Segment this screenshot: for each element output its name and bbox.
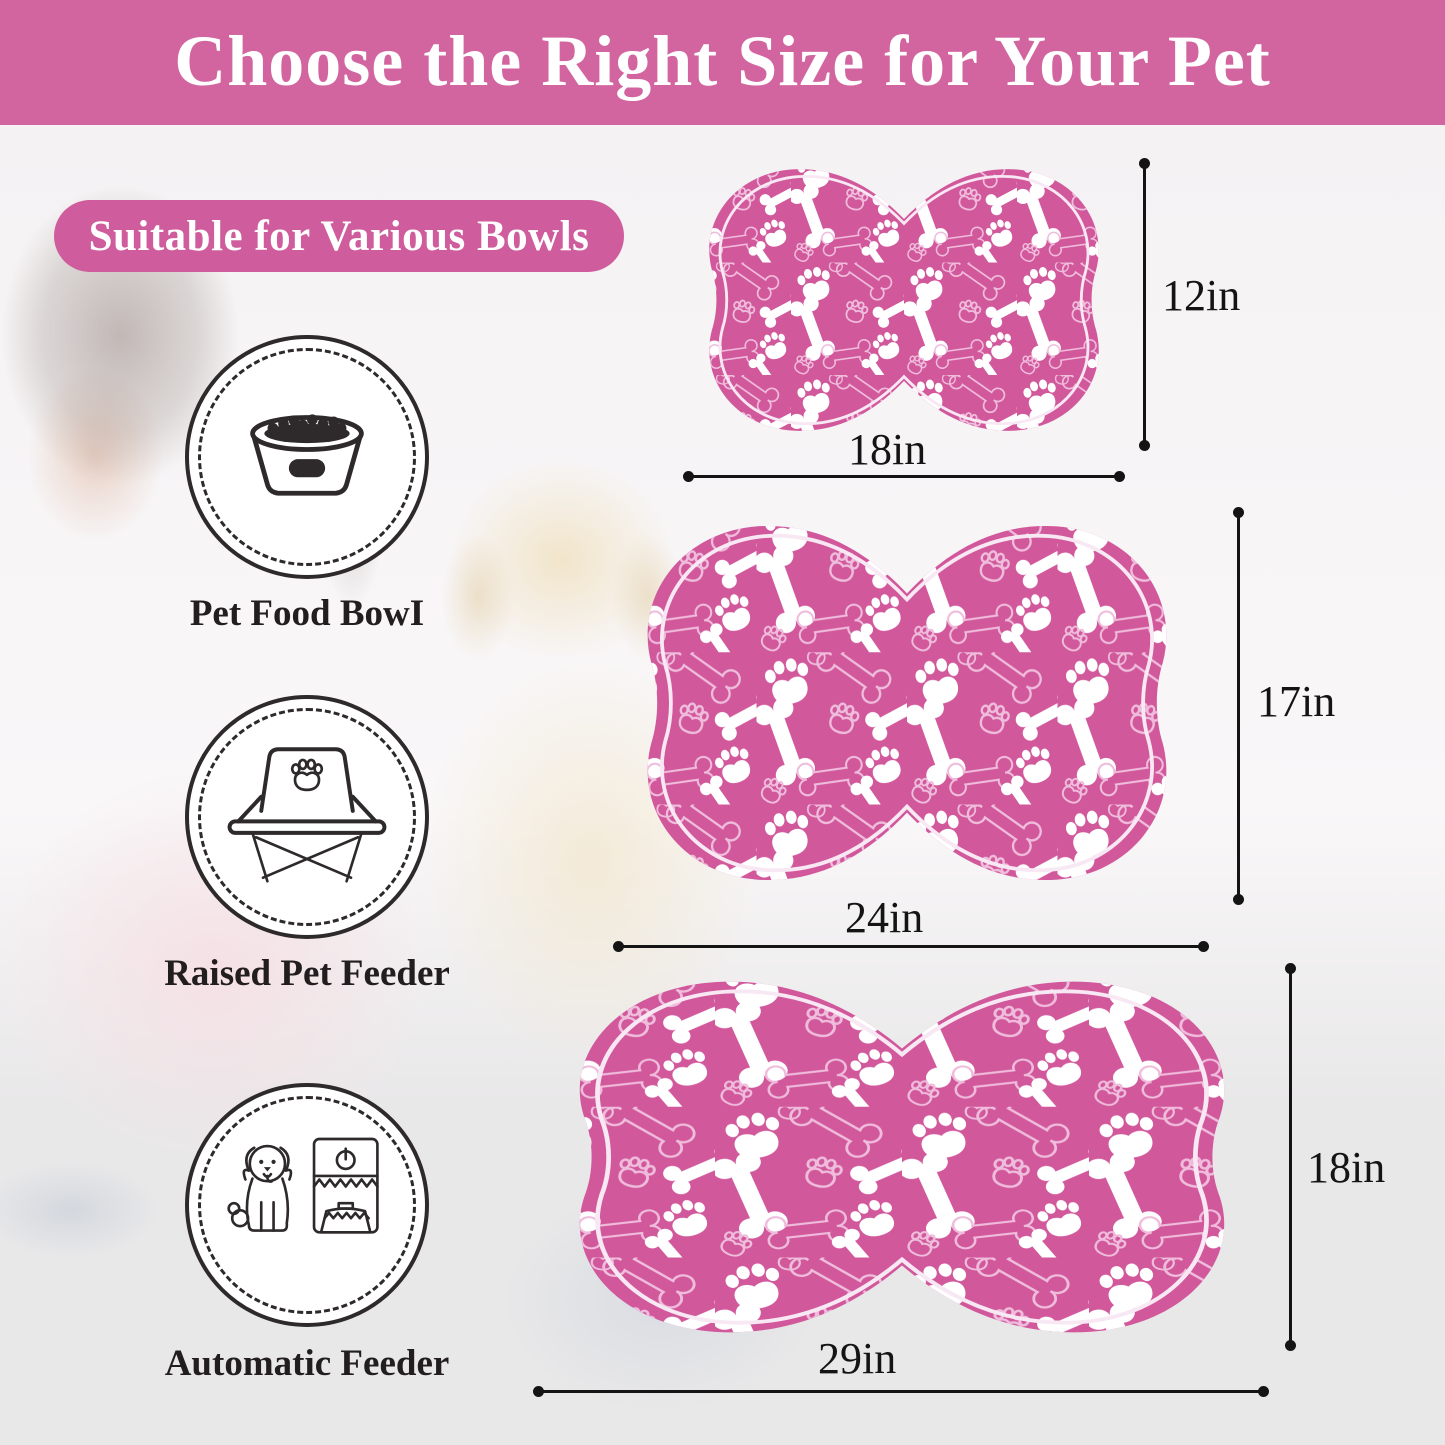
mat-small-width-line <box>683 471 1125 482</box>
dimension-dot <box>683 471 694 482</box>
mat-medium-pattern <box>647 525 1167 881</box>
automatic-feeder-icon <box>227 1137 379 1234</box>
pet-food-bowl-label: Pet Food BowI <box>189 593 425 634</box>
pet-food-bowl-circle <box>185 335 429 579</box>
mat-large-pattern <box>579 981 1225 1333</box>
mat-small-pattern <box>709 169 1099 431</box>
mat-small-width-label: 18in <box>848 425 927 474</box>
automatic-feeder-label: Automatic Feeder <box>164 1343 450 1384</box>
dimension-dot <box>1139 440 1150 451</box>
mat-large-height-label: 18in <box>1307 1143 1386 1192</box>
mat-medium-width-label: 24in <box>845 893 924 942</box>
mat-large-width-line <box>533 1386 1269 1397</box>
mat-medium-height-label: 17in <box>1257 677 1336 726</box>
mat-small-height-line <box>1139 158 1150 451</box>
mat-large-height-line <box>1285 963 1296 1351</box>
raised-pet-feeder-icon <box>227 747 387 883</box>
mat-medium-height-line <box>1233 507 1244 905</box>
dimension-dot <box>1258 1386 1269 1397</box>
dimension-dot <box>1139 158 1150 169</box>
pet-food-bowl-icon <box>250 414 364 496</box>
mat-small <box>709 169 1099 431</box>
mat-large <box>579 981 1225 1333</box>
automatic-feeder-circle <box>185 1083 429 1327</box>
mat-small-height-label: 12in <box>1162 271 1241 320</box>
suitable-bowls-badge: Suitable for Various Bowls <box>54 200 624 272</box>
mat-medium-width-line <box>613 941 1209 952</box>
dimension-dot <box>613 941 624 952</box>
dimension-dot <box>1285 1340 1296 1351</box>
title-banner: Choose the Right Size for Your Pet <box>0 0 1445 125</box>
mat-large-width-label: 29in <box>818 1334 897 1383</box>
page-title: Choose the Right Size for Your Pet <box>174 21 1271 101</box>
dimension-dot <box>1198 941 1209 952</box>
dimension-dot <box>533 1386 544 1397</box>
suitable-bowls-badge-label: Suitable for Various Bowls <box>88 212 590 260</box>
mat-medium <box>647 525 1167 881</box>
dimension-dot <box>1114 471 1125 482</box>
raised-pet-feeder-circle <box>185 695 429 939</box>
dimension-dot <box>1233 894 1244 905</box>
raised-pet-feeder-label: Raised Pet Feeder <box>164 953 450 994</box>
dimension-dot <box>1233 507 1244 518</box>
dimension-dot <box>1285 963 1296 974</box>
